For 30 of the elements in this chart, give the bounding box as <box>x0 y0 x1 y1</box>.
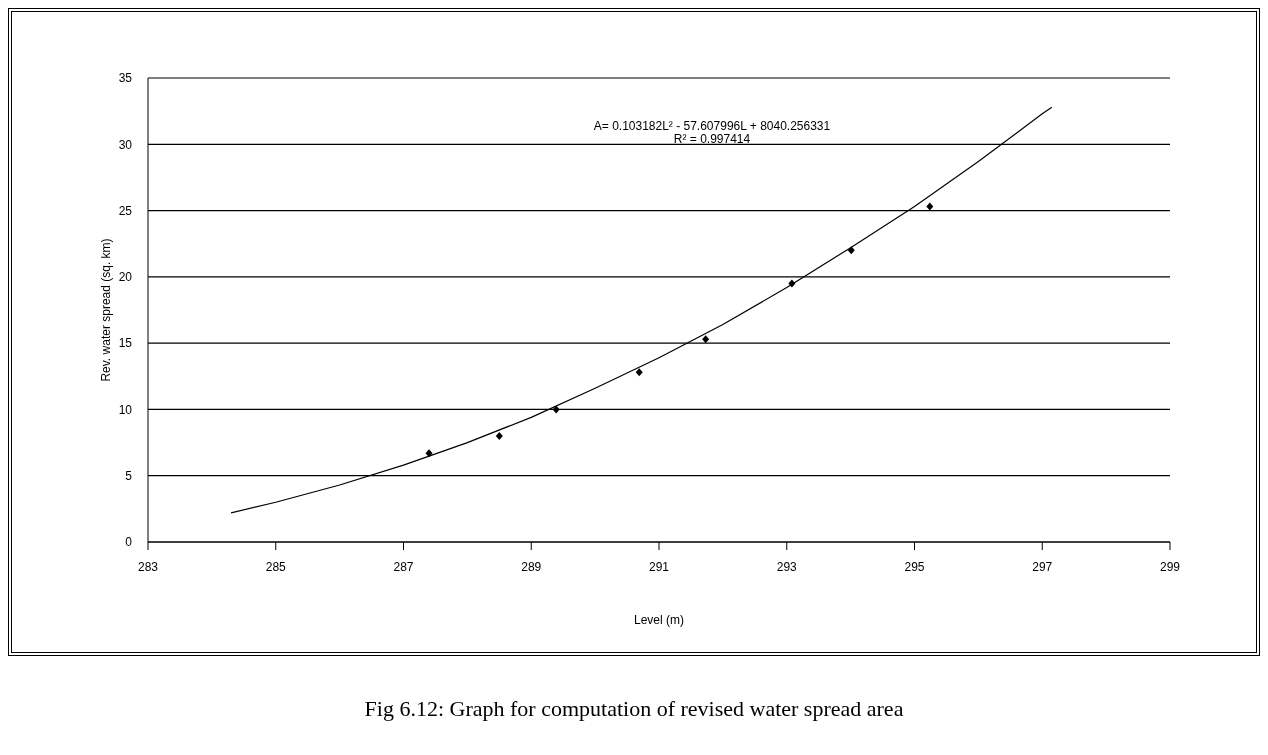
y-tick-label: 15 <box>118 336 133 351</box>
y-tick-label: 20 <box>118 270 133 285</box>
y-tick-label: 25 <box>118 203 133 218</box>
y-tick-label: 0 <box>125 535 133 550</box>
point <box>495 431 503 440</box>
y-tick-label: 35 <box>118 71 133 86</box>
annotation: R² = 0.997414 <box>672 132 752 146</box>
x-tick-label: 299 <box>1159 559 1181 574</box>
x-tick-label: 295 <box>904 559 925 574</box>
point <box>635 368 643 377</box>
y-axis-title: Rev. water spread (sq. km) <box>99 238 114 382</box>
y-tick-label: 10 <box>118 402 133 417</box>
point <box>847 246 855 255</box>
x-tick-label: 283 <box>137 559 159 574</box>
point <box>788 279 796 288</box>
x-tick-label: 289 <box>521 559 542 574</box>
x-tick-label: 297 <box>1032 559 1053 574</box>
x-tick-label: 285 <box>265 559 287 574</box>
caption: Fig 6.12: Graph for computation of revised water spread area <box>363 696 905 722</box>
x-tick-label: 287 <box>393 559 414 574</box>
annotation: A= 0.103182L² - 57.607996L + 8040.256331 <box>592 119 832 133</box>
x-axis-title: Level (m) <box>633 613 685 627</box>
x-tick-label: 293 <box>776 559 798 574</box>
point <box>702 335 710 344</box>
x-tick-label: 291 <box>648 559 670 574</box>
y-tick-label: 30 <box>118 137 133 152</box>
point <box>926 202 934 211</box>
y-tick-label: 5 <box>125 468 133 483</box>
point <box>552 405 560 414</box>
point <box>425 449 433 458</box>
